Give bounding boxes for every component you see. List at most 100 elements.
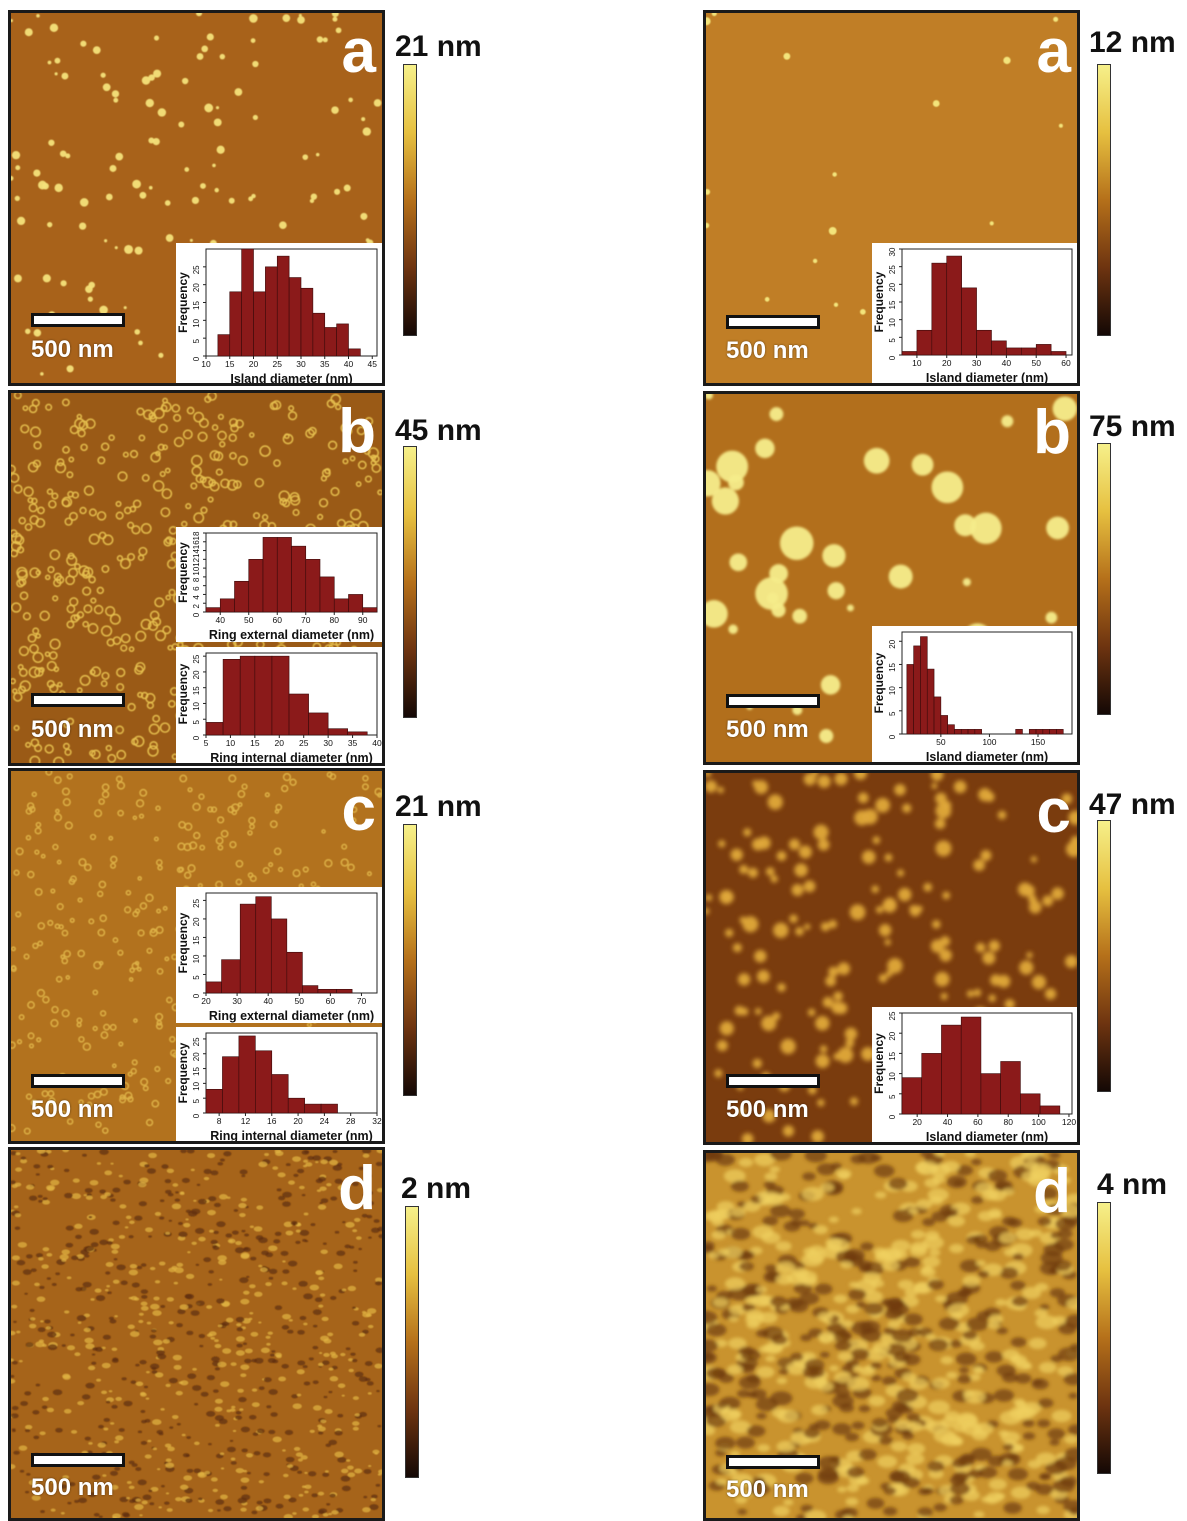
histogram-bar [229,291,242,357]
histogram-bar [913,645,921,735]
colorbar-max-label: 12 nm [1089,26,1176,59]
y-tick-label: 10 [888,318,897,327]
histogram-bar [276,255,290,357]
histogram-bar [931,262,948,356]
histogram-bar [976,329,992,356]
histogram-bar [286,951,303,994]
histogram-bar [1020,347,1037,356]
y-tick-label: 25 [192,654,201,663]
histogram-bar [308,712,329,736]
histogram-bar [319,576,335,613]
scale-bar [31,1074,125,1088]
histogram-bar [901,351,918,356]
histogram-bar [320,1103,338,1114]
histogram-bar [222,1056,240,1114]
colorbar [403,446,417,718]
histogram-bar [1042,729,1050,735]
y-axis-label: Frequency [176,542,190,603]
scale-label: 500 nm [726,337,809,364]
histogram-bar [1006,347,1022,356]
x-tick-label: 40 [216,615,226,625]
y-tick-label: 30 [888,247,897,256]
histogram-bar [312,312,326,357]
colorbar-max-label: 47 nm [1089,788,1176,821]
y-axis-label: Frequency [872,652,886,713]
y-tick-label: 15 [192,301,201,310]
x-axis-label: Ring internal diameter (nm) [210,1129,373,1143]
x-axis-label: Ring external diameter (nm) [209,1009,374,1023]
histogram-bar [1050,351,1067,356]
x-tick-label: 35 [320,359,330,369]
x-tick-label: 5 [204,738,209,748]
colorbar-max-label: 75 nm [1089,410,1176,443]
y-tick-label: 10 [192,1081,201,1090]
y-axis-label: Frequency [176,1042,190,1103]
y-tick-label: 5 [888,338,897,343]
histogram-bar [222,659,241,736]
panel-letter: a [1036,17,1071,86]
y-tick-label: 6 [192,586,201,591]
colorbar [405,1206,419,1478]
x-axis-label: Island diameter (nm) [926,371,1048,385]
x-tick-label: 90 [358,615,368,625]
histogram-bar [253,291,266,357]
scale-bar [726,1074,820,1088]
y-tick-label: 15 [888,300,897,309]
histogram-bar [288,693,309,736]
x-tick-label: 20 [912,1117,922,1127]
x-tick-label: 60 [1061,358,1071,368]
afm-panel-right-c: c 500 nm 20 40 60 80 100 120 0 5 10 15 20 25 Island … [703,770,1080,1145]
histogram-inset-internal: 8 12 16 20 24 28 32 0 5 10 15 20 25 Ring internal dia… [176,1027,382,1143]
histogram-bar [1035,729,1044,735]
histogram-bar [960,1016,982,1115]
histogram-bar [239,903,257,994]
x-tick-label: 28 [346,1116,356,1126]
panel-letter: b [1033,398,1071,467]
y-tick-label: 10 [192,318,201,327]
histogram-bar [991,340,1007,356]
histogram-inset: 10 15 20 25 30 35 40 45 0 5 10 15 20 25 Island diamete… [176,243,382,386]
colorbar-max-label: 2 nm [401,1172,472,1205]
histogram-bar [221,959,241,994]
y-tick-label: 15 [192,935,201,944]
y-axis-label: Frequency [872,1033,886,1094]
x-tick-label: 15 [250,738,260,748]
y-tick-label: 5 [192,1098,201,1103]
y-tick-label: 25 [192,898,201,907]
x-tick-label: 20 [293,1116,303,1126]
x-tick-label: 12 [241,1116,251,1126]
panel-letter: c [1036,777,1071,846]
y-tick-label: 5 [888,1094,897,1099]
y-tick-label: 8 [192,577,201,582]
histogram-bar [234,580,250,613]
histogram-inset-internal: 5 10 15 20 25 30 35 40 0 5 10 15 20 25 Ring internal d… [176,647,382,763]
y-tick-label: 14 [192,549,201,558]
scale-label: 500 nm [31,716,114,743]
histogram-bar [276,537,292,613]
y-tick-label: 25 [888,1011,897,1020]
y-tick-label: 5 [192,975,201,980]
x-axis-label: Island diameter (nm) [230,372,352,386]
y-tick-label: 10 [192,701,201,710]
colorbar-max-label: 21 nm [395,30,482,63]
y-tick-label: 15 [888,1051,897,1060]
histogram-inset-external: 20 30 40 50 60 70 0 5 10 15 20 25 Ring external diam… [176,887,382,1023]
afm-panel-right-b: b 500 nm 50 100 150 0 5 10 15 20 Island diameter… [703,391,1080,765]
histogram-bar [974,729,982,735]
y-tick-label: 16 [192,540,201,549]
y-tick-label: 0 [192,993,201,998]
afm-panel-left-c: c 500 nm 20 30 40 50 60 70 0 5 10 15 20 25 Ring exte… [8,768,385,1144]
scale-bar [726,1455,820,1469]
x-tick-label: 80 [1004,1117,1014,1127]
x-tick-label: 40 [1002,358,1012,368]
y-tick-label: 10 [888,686,897,695]
y-tick-label: 20 [192,917,201,926]
histogram-bar [980,1073,1001,1115]
histogram-bar [1039,1105,1061,1115]
y-tick-label: 2 [192,603,201,608]
histogram-bar [941,1024,962,1115]
histogram-inset-external: 40 50 60 70 80 90 0 2 4 6 8 10 12 14 16 18 Ring external… [176,527,382,642]
x-tick-label: 16 [267,1116,277,1126]
histogram-bar [362,607,378,613]
x-tick-label: 40 [372,738,382,748]
